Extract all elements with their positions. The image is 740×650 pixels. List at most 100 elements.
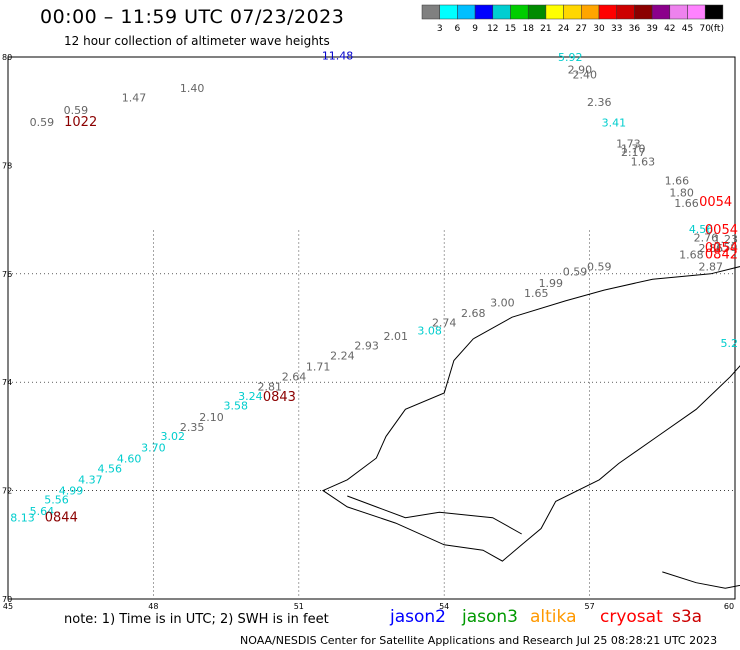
wave-height-label: 1.71 xyxy=(306,360,331,373)
wave-height-label: 2.40 xyxy=(573,69,598,82)
wave-height-label: 3.58 xyxy=(224,399,249,412)
footnote: note: 1) Time is in UTC; 2) SWH is in fe… xyxy=(64,612,329,627)
wave-height-label: 2.24 xyxy=(330,349,355,362)
wave-height-label: 2.01 xyxy=(383,330,408,343)
wave-height-label: 3.70 xyxy=(141,442,166,455)
wave-height-label: 1.65 xyxy=(524,287,549,300)
wave-height-label: 5.92 xyxy=(558,51,583,64)
map-frame xyxy=(7,56,736,600)
longitude-label: 54 xyxy=(439,602,449,611)
wave-height-label: 2.74 xyxy=(432,316,457,329)
color-scale-tick: 24 xyxy=(558,24,570,34)
longitude-label: 45 xyxy=(3,602,13,611)
wave-height-label: 2.35 xyxy=(180,421,205,434)
wave-height-label: 1.66 xyxy=(674,197,699,210)
wave-height-label: 2.68 xyxy=(461,307,486,320)
wave-height-label: 1.63 xyxy=(631,155,656,168)
longitude-label: 60 xyxy=(724,602,734,611)
wave-height-label: 5.2 xyxy=(721,337,739,350)
wave-height-label: 0.59 xyxy=(713,241,738,254)
wave-height-label: 4.37 xyxy=(78,474,103,487)
legend-jason2: jason2 xyxy=(390,607,446,627)
legend-altika: altika xyxy=(530,607,577,627)
page-title: 00:00 – 11:59 UTC 07/23/2023 xyxy=(40,6,345,28)
time-label: 0054 xyxy=(705,223,738,238)
color-scale-tick: 3 xyxy=(437,24,443,34)
color-scale-tick: 45 xyxy=(682,24,693,34)
latitude-label: 72 xyxy=(2,487,12,496)
wave-height-label: 3.00 xyxy=(490,296,515,309)
color-scale-tick: 18 xyxy=(522,24,534,34)
color-scale-tick: 27 xyxy=(576,24,587,34)
color-scale-legend: 3 6 9 12 15 18 21 24 27 30 33 36 39 42 45 70 (ft) xyxy=(421,4,724,34)
legend-jason3: jason3 xyxy=(462,607,518,627)
time-label: 0842 xyxy=(705,248,738,263)
wave-height-label: 1.47 xyxy=(122,91,147,104)
color-scale-tick: 36 xyxy=(629,24,641,34)
latitude-label: 78 xyxy=(2,161,12,170)
longitude-label: 57 xyxy=(585,602,595,611)
color-scale-tick: 12 xyxy=(487,24,498,34)
longitude-label: 51 xyxy=(294,602,304,611)
time-label: 0054 xyxy=(699,195,732,210)
wave-height-labels: 11.48 5.922.902.402.363.411.731.702.171.6… xyxy=(10,50,738,526)
color-scale-unit: (ft) xyxy=(710,24,724,34)
wave-height-label: 1.70 xyxy=(621,142,646,155)
coastline-segment xyxy=(473,266,740,340)
color-scale-tick: 9 xyxy=(472,24,478,34)
wave-height-label: 0.59 xyxy=(563,265,588,278)
wave-height-label: 2.64 xyxy=(282,371,307,384)
wave-height-label: 8.13 xyxy=(10,511,35,524)
color-scale-swatch xyxy=(704,4,724,20)
credit-line: NOAA/NESDIS Center for Satellite Applica… xyxy=(240,634,718,647)
wave-height-label: 1.23 xyxy=(714,233,739,246)
latitude-label: 74 xyxy=(2,378,12,387)
color-scale-tick: 70 xyxy=(699,24,711,34)
wave-height-label: 4.99 xyxy=(59,484,84,497)
wave-height-label: 2.81 xyxy=(257,380,282,393)
wave-height-label: 2.90 xyxy=(568,63,593,76)
latitude-label: 70 xyxy=(2,595,12,604)
time-label: 1022 xyxy=(64,115,97,130)
wave-height-label: 2.93 xyxy=(354,340,379,353)
wave-height-label: 3.08 xyxy=(417,325,442,338)
wave-height-label: 4.56 xyxy=(98,463,123,476)
latitude-label: 76 xyxy=(2,270,12,279)
wave-height-label: 2.10 xyxy=(199,411,224,424)
coastline-segment xyxy=(347,495,522,535)
graticule xyxy=(8,230,735,599)
time-label: 0844 xyxy=(45,510,78,525)
wave-height-label: 0.59 xyxy=(64,104,89,117)
latitude-label: 80 xyxy=(2,53,12,62)
coastline-segment xyxy=(321,338,740,562)
color-scale-tick: 21 xyxy=(540,24,551,34)
wave-height-label: 2.36 xyxy=(587,96,612,109)
legend-cryosat: cryosat xyxy=(600,607,663,627)
coastline-segment xyxy=(662,571,740,589)
wave-height-label: 2.87 xyxy=(699,261,724,274)
wave-height-label: 0.59 xyxy=(587,261,612,274)
wave-height-label: 1.68 xyxy=(679,249,704,262)
wave-height-label: 11.48 xyxy=(322,50,354,63)
wave-height-label: 5.64 xyxy=(30,505,55,518)
wave-height-label: 2.17 xyxy=(621,146,646,159)
time-label: 0843 xyxy=(263,390,296,405)
wave-height-label: 1.66 xyxy=(665,174,690,187)
wave-height-label: 0.59 xyxy=(30,116,55,129)
wave-height-label: 3.02 xyxy=(161,430,186,443)
color-scale-tick: 6 xyxy=(455,24,461,34)
color-scale-tick: 39 xyxy=(646,24,658,34)
color-scale-tick: 15 xyxy=(505,24,516,34)
longitude-label: 48 xyxy=(148,602,158,611)
color-scale-tick: 30 xyxy=(593,24,605,34)
color-scale-tick: 42 xyxy=(664,24,675,34)
coastline xyxy=(321,266,740,589)
time-label: 0054 xyxy=(705,241,738,256)
wave-height-label: 3.41 xyxy=(602,116,627,129)
wave-height-label: 1.99 xyxy=(539,277,564,290)
wave-height-label: 2.86 xyxy=(699,242,724,255)
wave-height-label: 4.56 xyxy=(689,223,714,236)
page-subtitle: 12 hour collection of altimeter wave hei… xyxy=(64,34,330,48)
